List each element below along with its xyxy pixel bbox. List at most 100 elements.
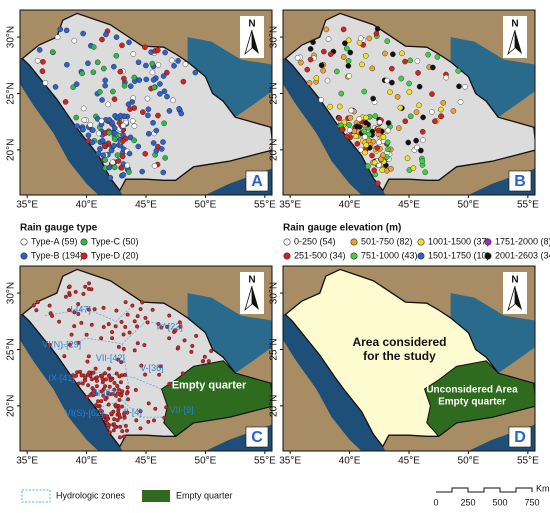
rain-gauge (76, 302, 81, 307)
rain-gauge (346, 127, 353, 133)
rain-gauge (164, 405, 169, 410)
legend-swatch (283, 252, 291, 260)
rain-gauge (438, 113, 444, 120)
lon-label: 45°E (398, 200, 420, 211)
rain-gauge (123, 423, 128, 428)
rain-gauge (99, 399, 104, 404)
eq-label: Empty quarter (176, 490, 233, 500)
rain-gauge (336, 103, 343, 110)
rain-gauge (413, 109, 420, 115)
rain-gauge (307, 56, 314, 63)
rain-gauge (209, 349, 214, 354)
rain-gauge (380, 152, 386, 159)
rain-gauge (122, 412, 127, 417)
rain-gauge (380, 134, 387, 140)
rain-gauge (162, 415, 167, 420)
rain-gauge (145, 130, 152, 137)
rain-gauge (101, 65, 107, 72)
rain-gauge (101, 142, 108, 149)
eq-swatch (142, 490, 170, 502)
rain-gauge (133, 387, 138, 392)
rain-gauge (376, 139, 382, 146)
lon-label: 55°E (254, 456, 276, 467)
rain-gauge (122, 372, 127, 377)
rain-gauge (150, 77, 157, 83)
rain-gauge (126, 150, 133, 157)
lat-label: 25°N (6, 82, 17, 104)
rain-gauge (73, 81, 80, 87)
rain-gauge (98, 408, 103, 413)
rain-gauge (405, 139, 412, 146)
rain-gauge (194, 333, 199, 338)
legend-swatch (80, 238, 88, 246)
north-label: N (511, 19, 518, 30)
north-arrow (515, 30, 522, 54)
rain-gauge (178, 324, 183, 329)
rain-gauge (87, 121, 94, 128)
rain-gauge (102, 82, 108, 89)
rain-gauge (99, 97, 105, 103)
rain-gauge (103, 397, 108, 402)
rain-gauge (85, 132, 92, 139)
rain-gauge (385, 127, 392, 134)
rain-gauge (422, 169, 428, 176)
rain-gauge (371, 159, 378, 166)
rain-gauge (456, 83, 462, 90)
rain-gauge (103, 31, 109, 38)
rain-gauge (107, 374, 112, 379)
zone-label: VII-[42] (96, 353, 125, 363)
rain-gauge (157, 372, 162, 377)
rain-gauge (369, 65, 376, 72)
rain-gauge (129, 118, 136, 124)
rain-gauge (106, 366, 111, 371)
scale-bar (436, 487, 533, 493)
rain-gauge (406, 89, 413, 95)
rain-gauge (192, 69, 199, 76)
rain-gauge (155, 112, 161, 119)
rain-gauge (348, 107, 355, 114)
rain-gauge (91, 370, 96, 375)
scale-label: 0 (433, 497, 438, 507)
rain-gauge (52, 84, 59, 90)
lat-label: 25°N (269, 338, 280, 360)
rain-gauge (361, 88, 368, 95)
rain-gauge (90, 69, 97, 76)
rain-gauge (176, 105, 182, 112)
rain-gauge (131, 137, 137, 144)
rain-gauge (397, 104, 404, 111)
rain-gauge (173, 328, 178, 333)
rain-gauge (145, 320, 150, 325)
rain-gauge (120, 404, 125, 409)
rain-gauge (106, 130, 113, 136)
rain-gauge (47, 303, 52, 308)
red-sea (20, 313, 123, 451)
legend-swatch (350, 252, 358, 260)
rain-gauge (167, 313, 172, 318)
rain-gauge (31, 303, 36, 308)
rain-gauge (363, 114, 369, 121)
rain-gauge (121, 75, 127, 82)
rain-gauge (338, 90, 345, 97)
rain-gauge (36, 47, 43, 53)
rain-gauge (325, 36, 332, 42)
rain-gauge (120, 389, 125, 394)
rain-gauge (39, 68, 46, 74)
rain-gauge (162, 155, 168, 161)
rain-gauge (79, 320, 84, 325)
north-arrow (515, 286, 522, 310)
rain-gauge (153, 148, 160, 154)
saudi (21, 12, 272, 192)
rain-gauge (42, 80, 49, 86)
rain-gauge (158, 146, 165, 152)
rain-gauge (384, 139, 391, 146)
rain-gauge (136, 77, 143, 83)
rain-gauge (125, 410, 130, 415)
legend-swatch (20, 238, 28, 246)
rain-gauge (80, 30, 86, 37)
gulf (187, 37, 272, 118)
rain-gauge (434, 54, 441, 60)
rain-gauge (161, 88, 168, 95)
rain-gauge (99, 36, 105, 43)
legend-label: 2001-2603 (34) (495, 250, 550, 260)
rain-gauge (121, 346, 126, 351)
